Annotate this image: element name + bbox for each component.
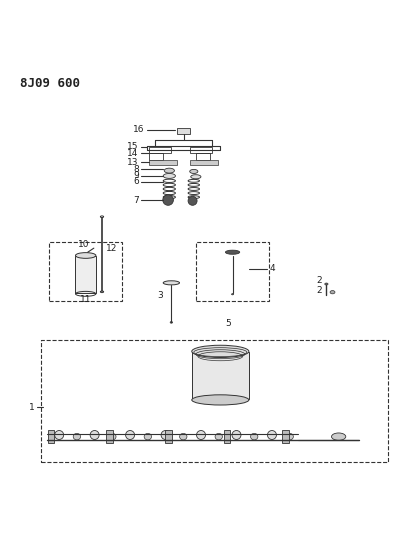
Ellipse shape	[180, 433, 187, 440]
Text: 16: 16	[133, 125, 145, 134]
Ellipse shape	[192, 395, 249, 405]
Text: 12: 12	[106, 244, 118, 253]
Text: 9: 9	[133, 172, 139, 181]
Ellipse shape	[164, 168, 175, 173]
Bar	[282, 430, 289, 443]
Text: 10: 10	[78, 239, 90, 248]
Bar	[41, 340, 388, 462]
Ellipse shape	[192, 345, 249, 358]
Ellipse shape	[286, 433, 293, 440]
Ellipse shape	[231, 294, 233, 295]
Bar	[177, 128, 190, 134]
Ellipse shape	[268, 431, 277, 440]
Ellipse shape	[144, 433, 151, 440]
Text: 13: 13	[127, 158, 139, 166]
Ellipse shape	[73, 433, 80, 440]
Ellipse shape	[55, 431, 64, 440]
Bar	[149, 159, 177, 165]
Ellipse shape	[75, 253, 96, 259]
Bar	[75, 256, 96, 293]
Ellipse shape	[331, 433, 346, 440]
Ellipse shape	[197, 431, 206, 440]
Ellipse shape	[170, 321, 173, 323]
Circle shape	[188, 196, 197, 205]
Text: 14: 14	[127, 149, 139, 158]
Ellipse shape	[163, 281, 180, 285]
Bar	[196, 154, 210, 159]
Ellipse shape	[232, 431, 241, 440]
Text: 5: 5	[226, 319, 231, 328]
Bar	[190, 147, 212, 154]
Circle shape	[163, 195, 173, 205]
Bar	[149, 154, 163, 159]
Bar	[106, 430, 113, 443]
Ellipse shape	[161, 431, 170, 440]
Ellipse shape	[126, 431, 135, 440]
Bar	[224, 430, 230, 443]
Ellipse shape	[109, 433, 116, 440]
Text: 3: 3	[157, 290, 163, 300]
Ellipse shape	[191, 175, 201, 179]
Bar	[49, 242, 122, 301]
Text: 11: 11	[80, 295, 91, 304]
Text: 8: 8	[133, 165, 139, 174]
Text: 15: 15	[127, 142, 139, 151]
Text: 2: 2	[317, 276, 322, 285]
Text: 8J09 600: 8J09 600	[20, 77, 80, 90]
Text: 4: 4	[269, 264, 275, 273]
Bar	[165, 430, 172, 443]
Ellipse shape	[330, 290, 335, 294]
Text: 7: 7	[133, 196, 139, 205]
Bar	[192, 352, 249, 399]
Ellipse shape	[190, 169, 198, 173]
Ellipse shape	[90, 431, 99, 440]
Ellipse shape	[325, 283, 328, 285]
Text: 1: 1	[29, 403, 35, 412]
Ellipse shape	[215, 433, 222, 440]
Bar	[190, 159, 218, 165]
Ellipse shape	[225, 250, 240, 254]
Bar	[48, 430, 54, 443]
Ellipse shape	[163, 173, 175, 179]
Text: 2: 2	[317, 286, 322, 295]
Ellipse shape	[251, 433, 258, 440]
Bar	[196, 242, 269, 301]
Text: 6: 6	[133, 177, 139, 186]
Bar	[149, 147, 171, 154]
